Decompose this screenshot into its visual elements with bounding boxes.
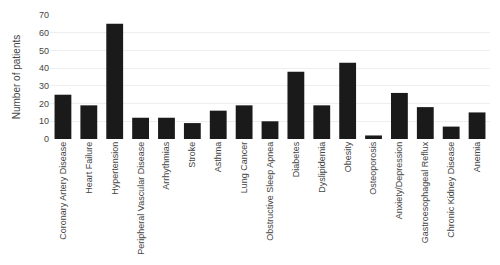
svg-text:Diabetes: Diabetes (291, 141, 301, 177)
svg-text:Anxiety/Depression: Anxiety/Depression (394, 142, 404, 220)
svg-text:Osteoporosis: Osteoporosis (368, 141, 378, 195)
svg-text:50: 50 (39, 46, 49, 56)
svg-text:Gastroesophageal Reflux: Gastroesophageal Reflux (420, 141, 430, 243)
svg-text:60: 60 (39, 28, 49, 38)
svg-text:Lung Cancer: Lung Cancer (239, 142, 249, 194)
svg-text:Coronary Artery Disease: Coronary Artery Disease (58, 142, 68, 240)
svg-text:Peripheral Vascular Disease: Peripheral Vascular Disease (136, 142, 146, 255)
svg-text:Obstructive Sleep Apnea: Obstructive Sleep Apnea (265, 142, 275, 241)
svg-text:30: 30 (39, 81, 49, 91)
svg-text:10: 10 (39, 116, 49, 126)
svg-text:Number of patients: Number of patients (11, 35, 22, 120)
svg-text:0: 0 (44, 134, 49, 144)
svg-text:Dyslipidemia: Dyslipidemia (317, 142, 327, 193)
svg-text:Anemia: Anemia (472, 142, 482, 173)
svg-text:Hypertension: Hypertension (110, 142, 120, 195)
svg-text:40: 40 (39, 63, 49, 73)
svg-text:Chronic Kidney Disease: Chronic Kidney Disease (446, 142, 456, 238)
svg-text:Heart Failure: Heart Failure (84, 142, 94, 194)
svg-text:20: 20 (39, 99, 49, 109)
svg-text:Asthma: Asthma (213, 142, 223, 173)
svg-text:Obesity: Obesity (343, 141, 353, 172)
svg-text:Arrhythmias: Arrhythmias (161, 141, 171, 190)
svg-text:Stroke: Stroke (187, 142, 197, 168)
svg-text:70: 70 (39, 10, 49, 20)
